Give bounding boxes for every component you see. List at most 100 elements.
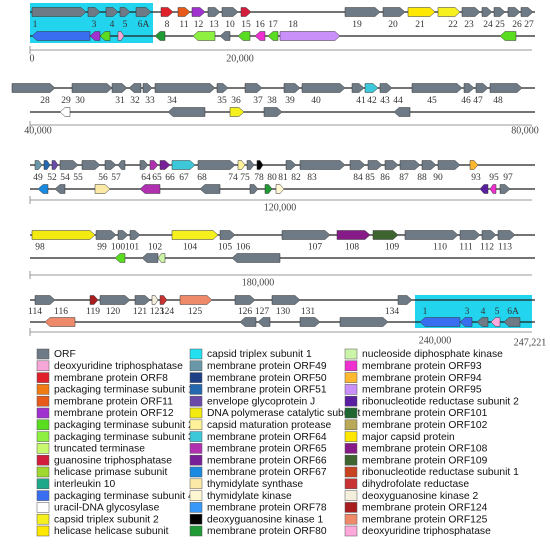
- gene-label: 66: [165, 173, 175, 183]
- gene-arrow: [142, 83, 153, 93]
- gene-arrow: [490, 317, 501, 327]
- gene-arrow: [264, 184, 273, 194]
- gene-arrow: [239, 317, 257, 327]
- legend-label: truncated terminase: [54, 444, 145, 455]
- gene-label: 42: [367, 96, 377, 106]
- gene-arrow: [382, 7, 406, 17]
- legend-label: membrane protein ORF64: [207, 432, 327, 443]
- gene-label: 80: [267, 173, 277, 183]
- legend-swatch: [344, 384, 358, 395]
- gene-label: 17: [268, 20, 278, 30]
- gene-arrow: [154, 83, 216, 93]
- gene-arrow: [151, 295, 159, 305]
- gene-arrow: [11, 83, 56, 93]
- gene-arrow: [99, 295, 131, 305]
- gene-arrow: [234, 295, 256, 305]
- gene-arrow: [393, 107, 411, 117]
- legend-swatch: [189, 431, 203, 442]
- gene-label: 108: [345, 243, 360, 253]
- legend-swatch: [344, 372, 358, 383]
- gene-arrow: [160, 7, 174, 17]
- gene-label: 134: [385, 307, 400, 317]
- legend-label: packaging terminase subunit 4: [54, 491, 194, 502]
- gene-label: 90: [433, 173, 443, 183]
- legend-swatch: [189, 443, 203, 454]
- gene-arrow: [192, 31, 216, 41]
- gene-label: 31: [115, 96, 125, 106]
- legend-label: packaging terminase subunit 3: [54, 432, 194, 443]
- gene-arrow: [71, 83, 113, 93]
- legend-swatch: [189, 525, 203, 537]
- gene-label: 98: [35, 243, 45, 253]
- gene-arrow: [339, 317, 389, 327]
- gene-label: 19: [352, 20, 362, 30]
- gene-arrow: [94, 184, 111, 194]
- gene-arrow: [99, 31, 111, 41]
- gene-label: 52: [47, 173, 57, 183]
- gene-label: 131: [301, 307, 316, 317]
- gene-arrow: [159, 160, 171, 170]
- gene-arrow: [249, 184, 259, 194]
- scale-label: 240,000: [419, 335, 452, 346]
- gene-label: 119: [86, 307, 100, 317]
- gene-label: 34: [167, 96, 177, 106]
- legend-swatch: [189, 407, 203, 419]
- gene-arrow: [81, 160, 101, 170]
- gene-arrow: [119, 7, 131, 17]
- legend-swatch: [189, 395, 203, 407]
- legend-swatch: [189, 384, 203, 395]
- gene-arrow: [246, 160, 255, 170]
- gene-label: 95: [489, 173, 499, 183]
- legend-swatch: [344, 502, 358, 513]
- gene-arrow: [372, 230, 399, 240]
- legend-label: uracil-DNA glycosylase: [54, 503, 160, 514]
- gene-arrow: [31, 7, 87, 17]
- legend-label: membrane protein ORF109: [362, 455, 488, 466]
- gene-label: 4: [110, 20, 115, 30]
- gene-arrow: [44, 317, 76, 327]
- scale-label: 120,000: [264, 202, 297, 213]
- gene-arrow: [95, 230, 117, 240]
- gene-arrow: [157, 253, 166, 263]
- legend-swatch: [36, 431, 50, 442]
- gene-arrow: [499, 184, 511, 194]
- gene-arrow: [481, 230, 497, 240]
- gene-label: 28: [40, 96, 50, 106]
- gene-label: 16: [255, 20, 265, 30]
- gene-arrow: [229, 107, 245, 117]
- gene-label: 114: [28, 307, 42, 317]
- gene-arrow: [59, 160, 79, 170]
- legend-label: helicase primase subunit: [54, 467, 167, 478]
- gene-label: 82: [291, 173, 301, 183]
- gene-label: 32: [130, 96, 140, 106]
- gene-label: 93: [471, 173, 481, 183]
- gene-arrow: [421, 160, 437, 170]
- legend-label: membrane protein ORF94: [362, 373, 482, 384]
- gene-label: 40: [311, 96, 321, 106]
- scale-label: 0: [30, 53, 35, 64]
- legend-swatch: [344, 348, 358, 360]
- gene-arrow: [379, 83, 393, 93]
- gene-arrow: [254, 31, 266, 41]
- gene-label: 123: [150, 307, 165, 317]
- gene-label: 104: [183, 243, 198, 253]
- legend-label: packaging terminase subunit 1: [54, 385, 194, 396]
- gene-label: 8: [165, 20, 170, 30]
- legend-swatch: [36, 395, 50, 407]
- gene-arrow: [191, 7, 206, 17]
- legend-swatch: [344, 407, 358, 419]
- gene-arrow: [237, 31, 251, 41]
- legend-swatch: [344, 466, 358, 478]
- gene-arrow: [51, 160, 59, 170]
- gene-label: 130: [276, 307, 291, 317]
- legend-swatch: [344, 419, 358, 431]
- legend-swatch: [36, 525, 50, 537]
- gene-label: 106: [236, 243, 251, 253]
- gene-arrow: [349, 160, 366, 170]
- gene-arrow: [469, 160, 479, 170]
- legend-swatch: [344, 525, 358, 537]
- gene-label: 88: [417, 173, 427, 183]
- legend-label: membrane protein ORF95: [362, 385, 482, 396]
- gene-label: 48: [493, 96, 503, 106]
- gene-arrow: [503, 317, 521, 327]
